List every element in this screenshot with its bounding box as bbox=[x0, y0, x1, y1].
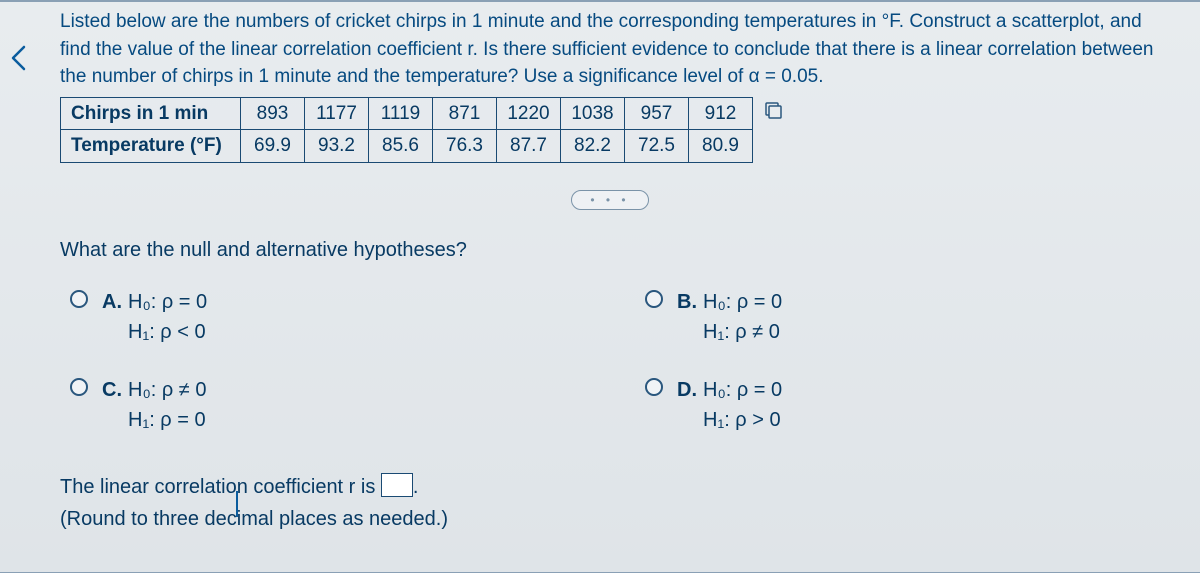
option-h1: H₁: ρ = 0 bbox=[128, 405, 206, 435]
option-h1: H₁: ρ > 0 bbox=[703, 405, 782, 435]
question-panel: Listed below are the numbers of cricket … bbox=[0, 0, 1200, 573]
table-cell: 76.3 bbox=[433, 130, 497, 163]
table-cell: 72.5 bbox=[625, 130, 689, 163]
table-cell: 93.2 bbox=[305, 130, 369, 163]
radio-icon[interactable] bbox=[70, 378, 88, 396]
table-row: Temperature (°F) 69.9 93.2 85.6 76.3 87.… bbox=[61, 130, 753, 163]
table-cell: 871 bbox=[433, 97, 497, 130]
option-letter: A. bbox=[102, 291, 122, 313]
answer-sentence: The linear correlation coefficient r is … bbox=[60, 471, 1160, 503]
table-cell: 1038 bbox=[561, 97, 625, 130]
collapse-divider: • • • bbox=[60, 185, 1160, 213]
ellipsis-icon[interactable]: • • • bbox=[571, 190, 648, 210]
table-cell: 1177 bbox=[305, 97, 369, 130]
option-h0: H₀: ρ = 0 bbox=[703, 291, 782, 313]
option-letter: D. bbox=[677, 379, 697, 401]
option-d[interactable]: D. H₀: ρ = 0 H₁: ρ > 0 bbox=[645, 375, 1160, 435]
rounding-note: (Round to three decimal places as needed… bbox=[60, 503, 1160, 535]
option-a[interactable]: A. H₀: ρ = 0 H₁: ρ < 0 bbox=[70, 287, 585, 347]
table-cell: 85.6 bbox=[369, 130, 433, 163]
option-h1: H₁: ρ < 0 bbox=[128, 317, 207, 347]
row-label-chirps: Chirps in 1 min bbox=[61, 97, 241, 130]
option-letter: C. bbox=[102, 379, 122, 401]
option-letter: B. bbox=[677, 291, 697, 313]
back-arrow-icon[interactable] bbox=[8, 44, 30, 79]
problem-statement: Listed below are the numbers of cricket … bbox=[60, 8, 1160, 91]
table-cell: 893 bbox=[241, 97, 305, 130]
table-cell: 957 bbox=[625, 97, 689, 130]
radio-icon[interactable] bbox=[70, 290, 88, 308]
table-row: Chirps in 1 min 893 1177 1119 871 1220 1… bbox=[61, 97, 753, 130]
option-h0: H₀: ρ ≠ 0 bbox=[128, 379, 206, 401]
radio-icon[interactable] bbox=[645, 290, 663, 308]
table-cell: 912 bbox=[689, 97, 753, 130]
table-cell: 87.7 bbox=[497, 130, 561, 163]
option-h0: H₀: ρ = 0 bbox=[128, 291, 207, 313]
table-cell: 1119 bbox=[369, 97, 433, 130]
radio-icon[interactable] bbox=[645, 378, 663, 396]
options-grid: A. H₀: ρ = 0 H₁: ρ < 0 B. H₀: ρ = 0 H₁: ρ … bbox=[70, 287, 1160, 435]
option-c[interactable]: C. H₀: ρ ≠ 0 H₁: ρ = 0 bbox=[70, 375, 585, 435]
table-cell: 1220 bbox=[497, 97, 561, 130]
option-b[interactable]: B. H₀: ρ = 0 H₁: ρ ≠ 0 bbox=[645, 287, 1160, 347]
content-area: Listed below are the numbers of cricket … bbox=[60, 8, 1160, 535]
table-cell: 80.9 bbox=[689, 130, 753, 163]
copy-table-icon[interactable] bbox=[763, 101, 783, 129]
row-label-temp: Temperature (°F) bbox=[61, 130, 241, 163]
hypotheses-question: What are the null and alternative hypoth… bbox=[60, 236, 1160, 265]
option-h1: H₁: ρ ≠ 0 bbox=[703, 317, 782, 347]
table-cell: 69.9 bbox=[241, 130, 305, 163]
option-h0: H₀: ρ = 0 bbox=[703, 379, 782, 401]
answer-input-box[interactable] bbox=[381, 473, 413, 497]
table-cell: 82.2 bbox=[561, 130, 625, 163]
data-table: Chirps in 1 min 893 1177 1119 871 1220 1… bbox=[60, 97, 753, 163]
